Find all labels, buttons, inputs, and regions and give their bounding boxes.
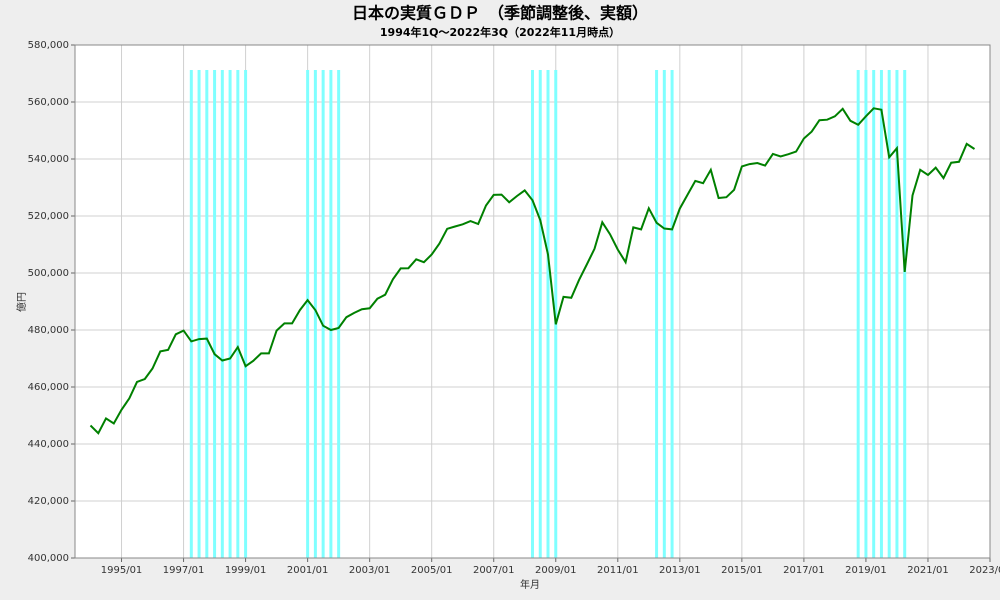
y-tick-label: 400,000 <box>28 553 69 564</box>
y-tick-label: 560,000 <box>28 97 69 108</box>
y-axis-label: 億円 <box>15 292 28 312</box>
x-tick-label: 2015/01 <box>721 565 763 576</box>
x-tick-label: 2023/01 <box>969 565 1000 576</box>
y-tick-label: 580,000 <box>28 40 69 51</box>
y-tick-label: 460,000 <box>28 382 69 393</box>
x-tick-label: 2005/01 <box>411 565 453 576</box>
x-tick-label: 1995/01 <box>101 565 143 576</box>
y-tick-label: 480,000 <box>28 325 69 336</box>
x-tick-label: 2011/01 <box>597 565 639 576</box>
y-tick-label: 500,000 <box>28 268 69 279</box>
y-tick-label: 440,000 <box>28 439 69 450</box>
x-tick-label: 2021/01 <box>907 565 949 576</box>
plot-border <box>74 44 991 559</box>
x-tick-label: 2019/01 <box>845 565 887 576</box>
chart-subtitle: 1994年1Q～2022年3Q（2022年11月時点） <box>380 25 620 39</box>
x-axis-label: 年月 <box>520 578 540 591</box>
x-tick-label: 2007/01 <box>473 565 515 576</box>
x-tick-label: 2009/01 <box>535 565 577 576</box>
x-tick-label: 1999/01 <box>225 565 267 576</box>
y-tick-label: 540,000 <box>28 154 69 165</box>
x-tick-label: 2013/01 <box>659 565 701 576</box>
y-tick-label: 420,000 <box>28 496 69 507</box>
x-tick-label: 2003/01 <box>349 565 391 576</box>
x-tick-label: 1997/01 <box>163 565 205 576</box>
x-tick-label: 2017/01 <box>783 565 825 576</box>
x-tick-label: 2001/01 <box>287 565 329 576</box>
y-tick-label: 520,000 <box>28 211 69 222</box>
data-line <box>89 107 976 435</box>
chart-title: 日本の実質ＧＤＰ （季節調整後、実額） <box>352 4 648 23</box>
